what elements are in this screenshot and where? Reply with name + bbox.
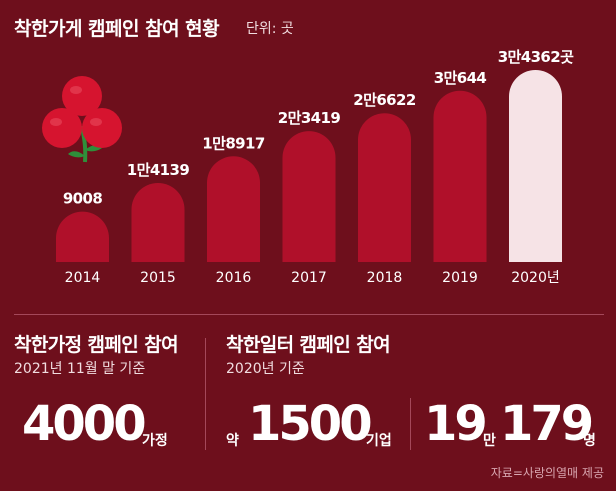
family-campaign-title: 착한가정 캠페인 참여 [14,334,179,356]
bar-2020년 [509,70,562,262]
vertical-divider-2 [410,398,411,450]
people-count-rest: 179 [500,396,594,452]
bar-2015 [131,182,185,262]
bar-chart: 9008 2014 1만4139 2015 1만8917 2016 2만3419 2017 2만… [42,48,575,286]
data-label-2017: 2만3419 [278,109,341,127]
people-unit-man: 만 [483,433,496,449]
people-count-man: 19 [424,396,488,452]
data-label-2015: 1만4139 [127,161,190,179]
divider [14,314,604,315]
tick-label-2017: 2017 [291,270,327,286]
bar-2019 [433,90,487,263]
data-label-2018: 2만6622 [353,91,416,109]
family-count: 4000 [22,396,147,452]
source-note: 자료=사랑의열매 제공 [490,466,604,480]
bar-2017 [282,131,336,262]
company-unit: 기업 [366,433,392,449]
people-unit: 명 [583,433,596,449]
data-label-2014: 9008 [63,190,103,208]
data-label-2016: 1만8917 [202,134,265,152]
workplace-campaign-subtitle: 2020년 기준 [226,361,305,377]
tick-label-2014: 2014 [65,270,101,286]
family-campaign-subtitle: 2021년 11월 말 기준 [14,361,146,377]
bar-2018 [358,113,411,262]
tick-label-2016: 2016 [216,270,252,286]
tick-label-2018: 2018 [367,270,403,286]
vertical-divider [205,338,206,450]
data-label-2020년: 3만4362곳 [498,48,574,66]
tick-label-2020년: 2020년 [511,270,560,286]
tick-label-2015: 2015 [140,270,176,286]
workplace-campaign-title: 착한일터 캠페인 참여 [226,334,391,356]
flower-icon [42,76,122,163]
data-label-2019: 3만644 [434,69,487,87]
bar-2014 [56,211,109,262]
company-count: 1500 [248,396,373,452]
approx-label: 약 [226,433,239,449]
tick-label-2019: 2019 [442,270,478,286]
family-unit: 가정 [142,433,168,449]
chart-title: 착한가게 캠페인 참여 현황 [14,18,220,40]
unit-label: 단위: 곳 [246,21,294,37]
bar-2016 [207,156,260,262]
